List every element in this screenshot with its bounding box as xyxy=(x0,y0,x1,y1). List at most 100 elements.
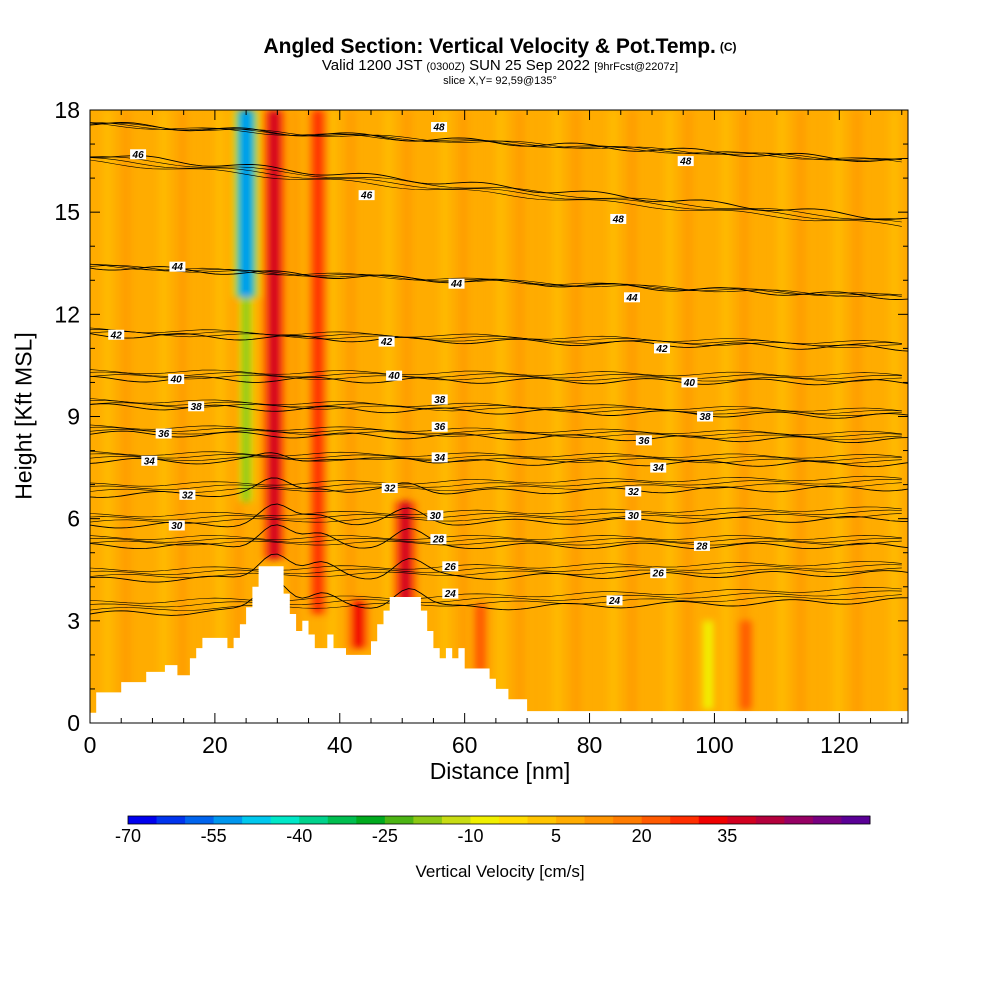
velocity-streak xyxy=(870,110,881,723)
isentrope-28 xyxy=(90,524,908,550)
isentrope-minor xyxy=(90,156,902,220)
colorbar-tick-label: -40 xyxy=(286,826,313,846)
isentrope-label-bg xyxy=(677,156,694,167)
colorbar-swatch xyxy=(727,816,757,824)
isentrope-label: 36 xyxy=(638,436,650,447)
colorbar-swatch xyxy=(641,816,671,824)
isentrope-label-bg xyxy=(188,401,205,412)
isentrope-label: 40 xyxy=(170,375,183,386)
isentrope-label: 42 xyxy=(655,344,668,355)
isentrope-label-bg xyxy=(653,343,670,354)
isentrope-label-bg xyxy=(431,394,448,405)
valid-utc: (0300Z) xyxy=(426,61,465,73)
isentrope-label-bg xyxy=(430,534,447,545)
isentrope-minor xyxy=(90,479,902,490)
y-tick-label: 12 xyxy=(54,301,80,327)
isentrope-42 xyxy=(90,333,908,352)
colorbar-swatch xyxy=(356,816,386,824)
velocity-streak xyxy=(533,110,544,723)
x-tick-label: 40 xyxy=(327,732,353,758)
velocity-streak xyxy=(102,110,113,723)
isentrope-label: 36 xyxy=(434,422,446,433)
y-tick-label: 3 xyxy=(67,608,80,634)
velocity-streak xyxy=(364,110,375,723)
velocity-streak xyxy=(158,110,169,723)
velocity-streak xyxy=(289,110,300,723)
isentrope-label: 48 xyxy=(432,123,445,134)
isentrope-minor xyxy=(90,159,902,227)
isentrope-label: 48 xyxy=(679,157,692,168)
isentrope-minor xyxy=(90,402,902,416)
valid-date: SUN 25 Sep 2022 xyxy=(469,57,591,74)
colorbar-swatch xyxy=(584,816,614,824)
isentrope-label: 46 xyxy=(132,150,145,161)
isentrope-minor xyxy=(90,482,902,494)
velocity-streak xyxy=(908,110,918,723)
colorbar-swatch xyxy=(812,816,842,824)
velocity-streak xyxy=(495,110,506,723)
isentrope-minor xyxy=(90,590,902,608)
isentrope-label: 28 xyxy=(695,541,708,552)
velocity-streak xyxy=(683,110,694,723)
isentrope-label: 32 xyxy=(384,484,396,495)
terrain-mask xyxy=(90,566,908,723)
colorbar-swatch xyxy=(413,816,443,824)
isentrope-label-bg xyxy=(681,377,698,388)
isentrope-label-bg xyxy=(381,483,398,494)
isentrope-minor xyxy=(90,561,902,572)
colorbar-swatch xyxy=(270,816,300,824)
isentrope-label: 34 xyxy=(144,456,156,467)
updraft-band xyxy=(400,501,410,604)
velocity-texture xyxy=(102,110,918,723)
colorbar-tick-label: -55 xyxy=(200,826,227,846)
isentrope-label: 38 xyxy=(434,395,446,406)
isentrope-minor xyxy=(90,537,902,543)
isentrope-label-bg xyxy=(625,510,642,521)
isentrope-label-bg xyxy=(378,336,395,347)
isentrope-label: 34 xyxy=(653,463,665,474)
isentrope-label-bg xyxy=(650,568,667,579)
isentrope-label: 30 xyxy=(628,511,640,522)
colorbar-swatch xyxy=(242,816,272,824)
velocity-streak xyxy=(439,110,450,723)
isentrope-label-bg xyxy=(155,428,172,439)
isentrope-label-bg xyxy=(358,190,375,201)
chart-title-text: Angled Section: Vertical Velocity & Pot.… xyxy=(263,35,716,58)
isentrope-minor xyxy=(90,374,902,383)
isentrope-32 xyxy=(90,477,908,498)
x-tick-label: 0 xyxy=(84,732,97,758)
isentrope-minor xyxy=(90,157,902,223)
velocity-streak xyxy=(833,110,844,723)
isentrope-minor xyxy=(90,594,902,611)
colorbar-swatch xyxy=(755,816,785,824)
isentrope-36 xyxy=(90,430,908,444)
isentrope-label-bg xyxy=(108,329,125,340)
downdraft-band xyxy=(241,110,251,298)
colorbar-tick-label: -10 xyxy=(457,826,484,846)
velocity-streak xyxy=(739,110,750,723)
velocity-streak xyxy=(477,110,488,723)
isentrope-minor xyxy=(90,456,902,464)
isentrope-label-bg xyxy=(610,213,627,224)
updraft-band xyxy=(741,620,751,710)
isentrope-46 xyxy=(90,155,908,220)
isentrope-minor xyxy=(90,540,902,546)
velocity-field xyxy=(90,110,918,723)
isentrope-minor xyxy=(90,564,902,575)
isentrope-label-bg xyxy=(431,452,448,463)
isentrope-24 xyxy=(90,580,908,616)
velocity-streak xyxy=(139,110,150,723)
isentrope-minor xyxy=(90,453,902,462)
velocity-streak xyxy=(795,110,806,723)
colorbar-swatch xyxy=(499,816,529,824)
isentrope-minor xyxy=(90,567,902,579)
velocity-streak xyxy=(327,110,338,723)
isentrope-minor xyxy=(90,475,902,487)
isentrope-label-bg xyxy=(442,588,459,599)
colorbar-swatch xyxy=(213,816,243,824)
y-tick-label: 18 xyxy=(54,97,80,123)
isentrope-labels: 24 24 26 26 28 28 30 30 30 32 32 32 34 34 34 36 36 36 38 38… xyxy=(108,122,714,607)
x-tick-label: 100 xyxy=(695,732,733,758)
velocity-streak xyxy=(402,110,413,723)
